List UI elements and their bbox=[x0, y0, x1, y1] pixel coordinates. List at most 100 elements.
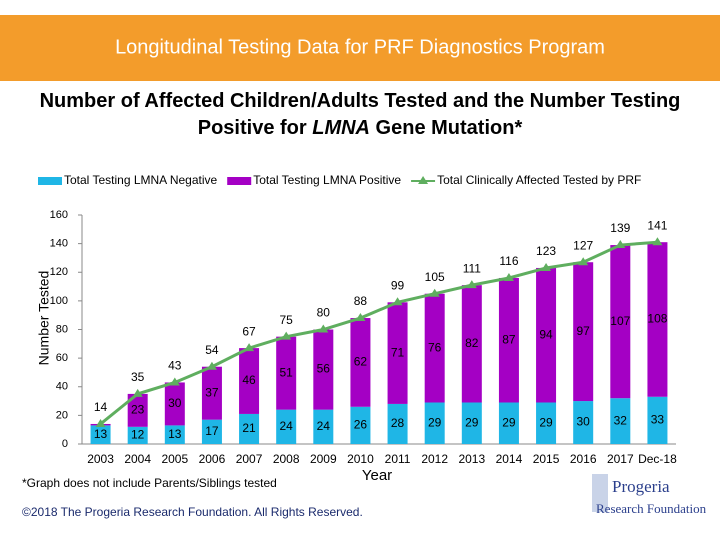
copyright: ©2018 The Progeria Research Foundation. … bbox=[22, 505, 363, 519]
bar bbox=[461, 285, 482, 403]
data-label: 24 bbox=[317, 419, 331, 433]
bar bbox=[201, 419, 222, 444]
x-tick-label: 2013 bbox=[458, 452, 485, 466]
data-label: 29 bbox=[502, 415, 516, 429]
data-label: 43 bbox=[168, 359, 182, 373]
line bbox=[99, 240, 658, 426]
bar bbox=[387, 403, 408, 444]
y-tick-label: 20 bbox=[56, 409, 68, 421]
data-label: 33 bbox=[651, 413, 665, 427]
data-label: 62 bbox=[354, 355, 368, 369]
bar bbox=[536, 402, 557, 444]
data-label: 141 bbox=[647, 218, 667, 232]
x-tick-label: 2014 bbox=[496, 452, 523, 466]
bar bbox=[536, 267, 557, 403]
logo-text: Progeria bbox=[612, 477, 670, 496]
x-tick-label: 2015 bbox=[533, 452, 560, 466]
legend-label: Total Clinically Affected Tested by PRF bbox=[437, 173, 641, 187]
data-label: 13 bbox=[168, 427, 182, 441]
legend-label: Total Testing LMNA Negative bbox=[64, 173, 218, 187]
bar bbox=[461, 402, 482, 444]
legend-swatch bbox=[38, 177, 62, 185]
data-label: 108 bbox=[647, 312, 667, 326]
bar bbox=[164, 382, 185, 426]
x-tick-label: 2010 bbox=[347, 452, 374, 466]
data-label: 26 bbox=[354, 418, 368, 432]
x-tick-label: 2009 bbox=[310, 452, 337, 466]
bar bbox=[313, 329, 334, 410]
line-marker bbox=[132, 388, 143, 397]
data-label: 30 bbox=[577, 415, 591, 429]
x-tick-label: 2005 bbox=[161, 452, 188, 466]
data-label: 23 bbox=[131, 403, 145, 417]
x-tick-label: 2007 bbox=[236, 452, 263, 466]
x-tick-label: 2003 bbox=[87, 452, 114, 466]
bar bbox=[239, 413, 260, 444]
line-marker bbox=[466, 280, 477, 289]
legend-label: Total Testing LMNA Positive bbox=[253, 173, 401, 187]
data-label: 127 bbox=[573, 238, 593, 252]
data-label: 24 bbox=[280, 419, 294, 433]
bar bbox=[276, 409, 297, 444]
data-label: 14 bbox=[94, 400, 108, 414]
bar bbox=[127, 393, 148, 427]
data-label: 51 bbox=[280, 365, 294, 379]
bar bbox=[387, 302, 408, 404]
data-label: 13 bbox=[94, 427, 108, 441]
data-label: 107 bbox=[610, 314, 630, 328]
y-tick-label: 140 bbox=[50, 238, 68, 250]
y-tick-label: 100 bbox=[50, 295, 68, 307]
bar bbox=[90, 425, 111, 444]
y-tick-label: 40 bbox=[56, 381, 68, 393]
data-label: 80 bbox=[317, 306, 331, 320]
line-marker bbox=[95, 418, 106, 427]
logo-text: Research Foundation bbox=[596, 501, 707, 516]
data-label: 123 bbox=[536, 244, 556, 258]
subtitle-text: Positive for bbox=[197, 117, 313, 139]
line-marker bbox=[503, 272, 514, 281]
data-label: 12 bbox=[131, 428, 145, 442]
line-marker bbox=[652, 237, 663, 246]
line-marker bbox=[541, 262, 552, 271]
header-title: Longitudinal Testing Data for PRF Diagno… bbox=[115, 36, 605, 58]
line-marker bbox=[429, 288, 440, 297]
bar bbox=[610, 245, 631, 399]
subtitle: Number of Affected Children/Adults Teste… bbox=[0, 88, 720, 142]
line-marker bbox=[169, 377, 180, 386]
data-label: 99 bbox=[391, 278, 405, 292]
data-label: 30 bbox=[168, 396, 182, 410]
y-tick-label: 0 bbox=[62, 438, 68, 450]
subtitle-text: Number of Affected Children/Adults Teste… bbox=[39, 90, 681, 112]
data-label: 35 bbox=[131, 370, 145, 384]
data-label: 116 bbox=[499, 254, 518, 268]
bar bbox=[573, 262, 594, 402]
data-label: 139 bbox=[610, 221, 630, 235]
data-label: 88 bbox=[354, 294, 368, 308]
data-label: 87 bbox=[502, 332, 516, 346]
line-marker bbox=[206, 361, 217, 370]
data-label: 28 bbox=[391, 416, 405, 430]
footnote: *Graph does not include Parents/Siblings… bbox=[22, 476, 277, 490]
data-label: 56 bbox=[317, 362, 331, 376]
legend-swatch bbox=[418, 176, 429, 184]
x-tick-label: 2012 bbox=[421, 452, 448, 466]
x-tick-label: 2006 bbox=[199, 452, 226, 466]
x-tick-label: 2016 bbox=[570, 452, 597, 466]
data-label: 29 bbox=[539, 415, 553, 429]
line-marker bbox=[355, 313, 366, 322]
data-label: 32 bbox=[614, 413, 628, 427]
data-label: 97 bbox=[577, 324, 591, 338]
bar bbox=[350, 406, 371, 444]
data-label: 54 bbox=[205, 343, 219, 357]
bar bbox=[350, 318, 371, 407]
y-tick-label: 160 bbox=[50, 209, 68, 221]
data-label: 21 bbox=[242, 421, 256, 435]
x-axis-label: Year bbox=[362, 467, 392, 484]
bar bbox=[573, 401, 594, 444]
line-marker bbox=[318, 324, 329, 333]
data-label: 111 bbox=[463, 261, 482, 275]
y-tick-label: 120 bbox=[50, 266, 68, 278]
bar bbox=[610, 398, 631, 444]
